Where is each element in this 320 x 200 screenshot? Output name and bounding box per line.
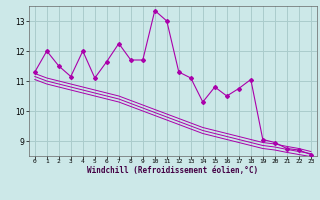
X-axis label: Windchill (Refroidissement éolien,°C): Windchill (Refroidissement éolien,°C) — [87, 166, 258, 175]
